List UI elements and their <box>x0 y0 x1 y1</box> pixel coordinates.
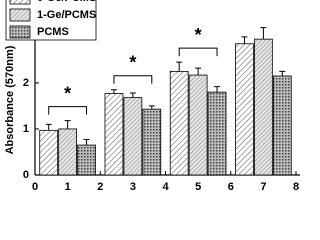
bar <box>39 129 59 176</box>
bar <box>58 128 77 176</box>
significance-bracket <box>48 106 88 115</box>
annotation: * <box>64 83 71 103</box>
x-tick-label: 6 <box>228 181 234 193</box>
significance-bracket <box>113 75 153 84</box>
y-axis-label: Absorbance (570nm) <box>4 45 16 154</box>
bar <box>254 38 273 176</box>
error-bar <box>176 61 183 72</box>
error-bar <box>279 70 286 76</box>
annotation: * <box>129 53 136 73</box>
error-bar <box>195 67 202 76</box>
legend-swatch <box>9 25 31 39</box>
error-bar <box>83 139 90 146</box>
bar <box>207 91 227 176</box>
error-bar <box>45 123 52 131</box>
legend-swatch <box>9 0 31 5</box>
x-tick-label: 2 <box>97 181 103 193</box>
legend-label: PCMS <box>37 26 69 38</box>
x-tick-label: 4 <box>162 181 169 193</box>
x-tick-label: 7 <box>260 181 266 193</box>
legend-label: 1-Ge/PCMS <box>37 9 96 21</box>
bar <box>104 93 124 176</box>
error-bar <box>110 89 117 94</box>
bar <box>169 70 189 176</box>
bar <box>272 75 292 176</box>
error-bar <box>260 27 267 40</box>
x-tick-label: 1 <box>65 181 71 193</box>
error-bar <box>129 92 136 98</box>
significance-bracket <box>178 47 218 57</box>
x-tick-label: 3 <box>130 181 136 193</box>
chart: Absorbance (570nm) 0123012345678***0-Ge/… <box>4 0 300 193</box>
error-bar <box>241 36 248 44</box>
x-tick-label: 5 <box>195 181 201 193</box>
x-tick-label: 8 <box>293 181 299 193</box>
x-tick-label: 0 <box>32 181 38 193</box>
bar <box>235 43 254 176</box>
error-bar <box>148 105 155 110</box>
legend-swatch <box>9 8 31 22</box>
y-tick-label: 2 <box>23 77 29 89</box>
y-tick-label: 0 <box>23 169 29 181</box>
legend-label: 0-Ge/PCMS <box>37 0 96 4</box>
bar <box>188 74 208 176</box>
bar <box>77 144 96 176</box>
bar <box>123 97 143 176</box>
annotation: * <box>195 25 202 45</box>
error-bar <box>64 120 71 129</box>
error-bar <box>214 86 221 93</box>
y-tick-label: 1 <box>23 123 29 135</box>
bar <box>142 108 162 176</box>
